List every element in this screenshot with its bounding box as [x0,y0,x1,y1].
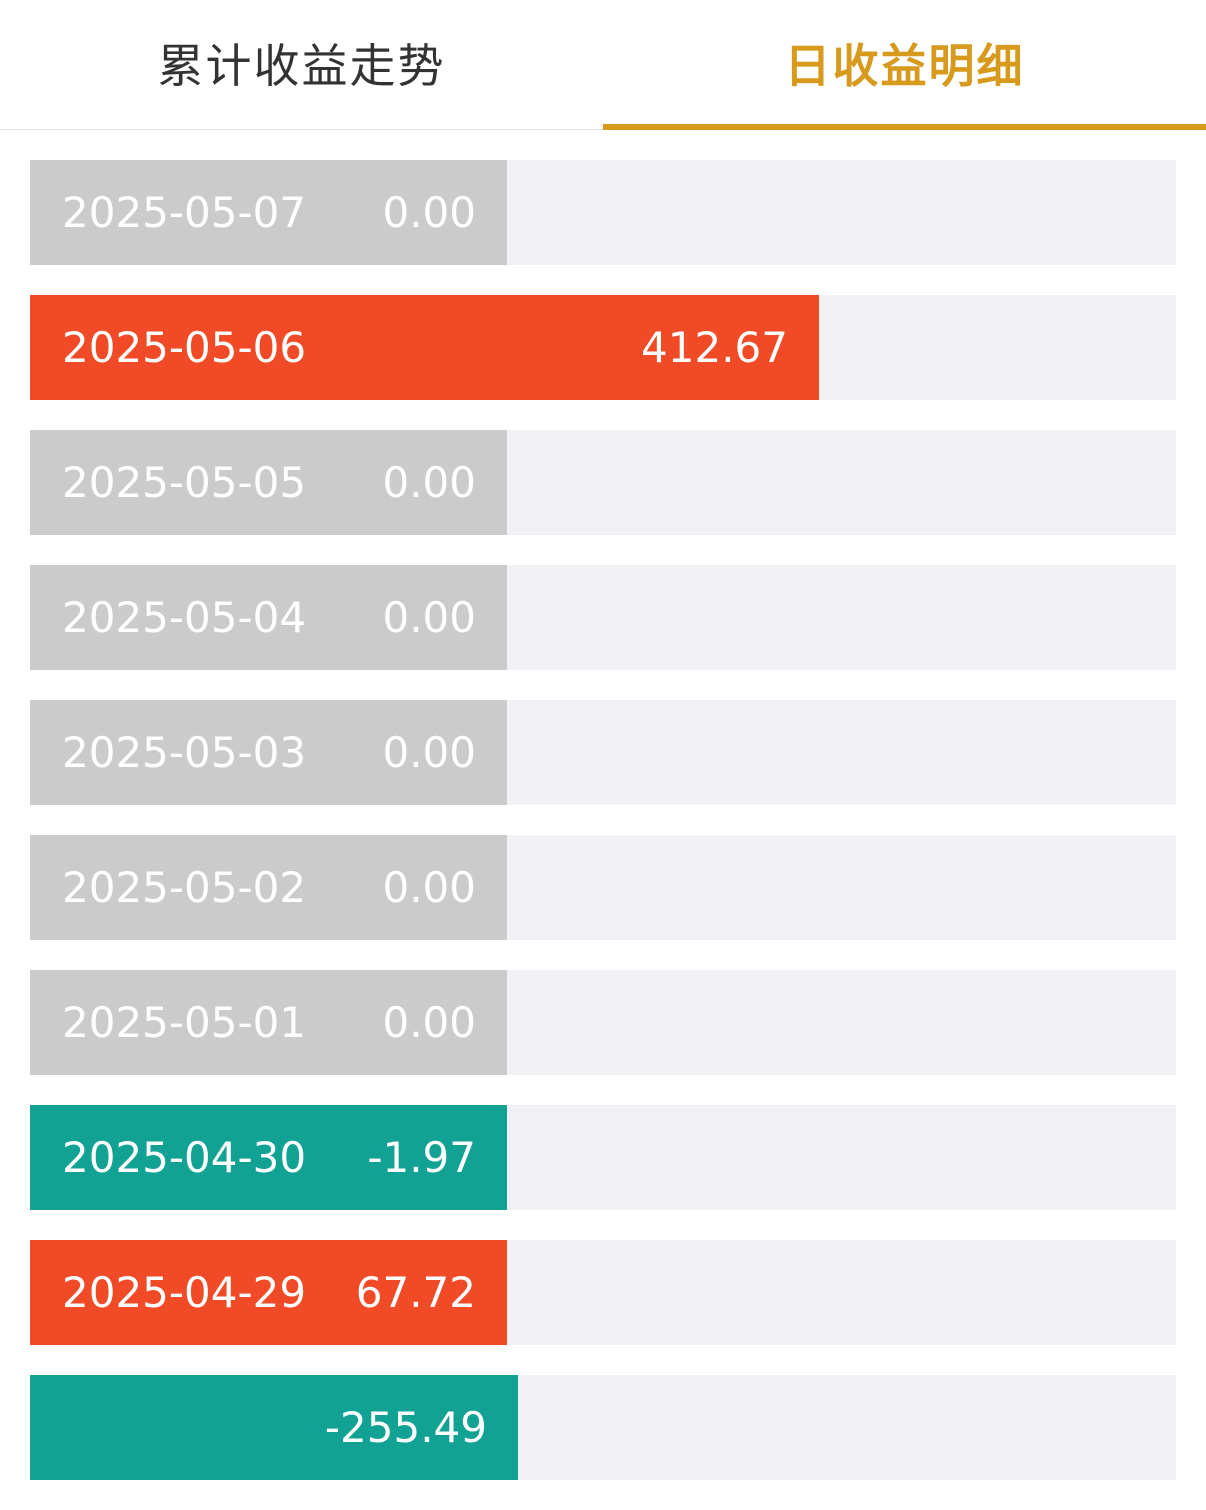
earnings-bar [30,835,507,940]
row-value: -255.49 [324,1403,487,1452]
tab-cumulative-trend[interactable]: 累计收益走势 [157,39,446,93]
row-value: 0.00 [382,458,476,507]
row-value: -1.97 [367,1133,476,1182]
earnings-row[interactable]: 2025-05-02 0.00 [30,835,1176,940]
row-date: 2025-05-01 [62,998,307,1047]
earnings-bar [30,295,819,400]
row-value: 0.00 [382,593,476,642]
row-date: 2025-05-05 [62,458,307,507]
row-date: 2025-04-29 [62,1268,307,1317]
earnings-bar [30,160,507,265]
earnings-row[interactable]: -255.49 [30,1375,1176,1480]
daily-earnings-list: 2025-05-07 0.00 2025-05-06 412.67 2025-05-05… [30,160,1176,1510]
earnings-bar [30,1375,518,1480]
earnings-bar [30,1105,507,1210]
tab-daily-detail[interactable]: 日收益明细 [784,39,1025,93]
row-value: 67.72 [355,1268,476,1317]
row-value: 0.00 [382,863,476,912]
row-date: 2025-05-06 [62,323,307,372]
tab-bar: 累计收益走势 日收益明细 [0,0,1206,130]
earnings-row[interactable]: 2025-05-07 0.00 [30,160,1176,265]
earnings-bar [30,1240,507,1345]
earnings-row[interactable]: 2025-05-01 0.00 [30,970,1176,1075]
earnings-row[interactable]: 2025-05-03 0.00 [30,700,1176,805]
earnings-row[interactable]: 2025-04-30 -1.97 [30,1105,1176,1210]
earnings-bar [30,565,507,670]
row-date: 2025-05-04 [62,593,307,642]
earnings-row[interactable]: 2025-05-05 0.00 [30,430,1176,535]
row-value: 0.00 [382,728,476,777]
row-value: 0.00 [382,998,476,1047]
active-tab-indicator [603,124,1206,130]
earnings-row[interactable]: 2025-05-04 0.00 [30,565,1176,670]
earnings-bar [30,970,507,1075]
earnings-bar [30,430,507,535]
earnings-bar [30,700,507,805]
row-value: 412.67 [641,323,788,372]
earnings-row[interactable]: 2025-05-06 412.67 [30,295,1176,400]
row-value: 0.00 [382,188,476,237]
row-date: 2025-05-02 [62,863,307,912]
earnings-row[interactable]: 2025-04-29 67.72 [30,1240,1176,1345]
row-date: 2025-05-03 [62,728,307,777]
row-date: 2025-04-30 [62,1133,307,1182]
row-date: 2025-05-07 [62,188,307,237]
